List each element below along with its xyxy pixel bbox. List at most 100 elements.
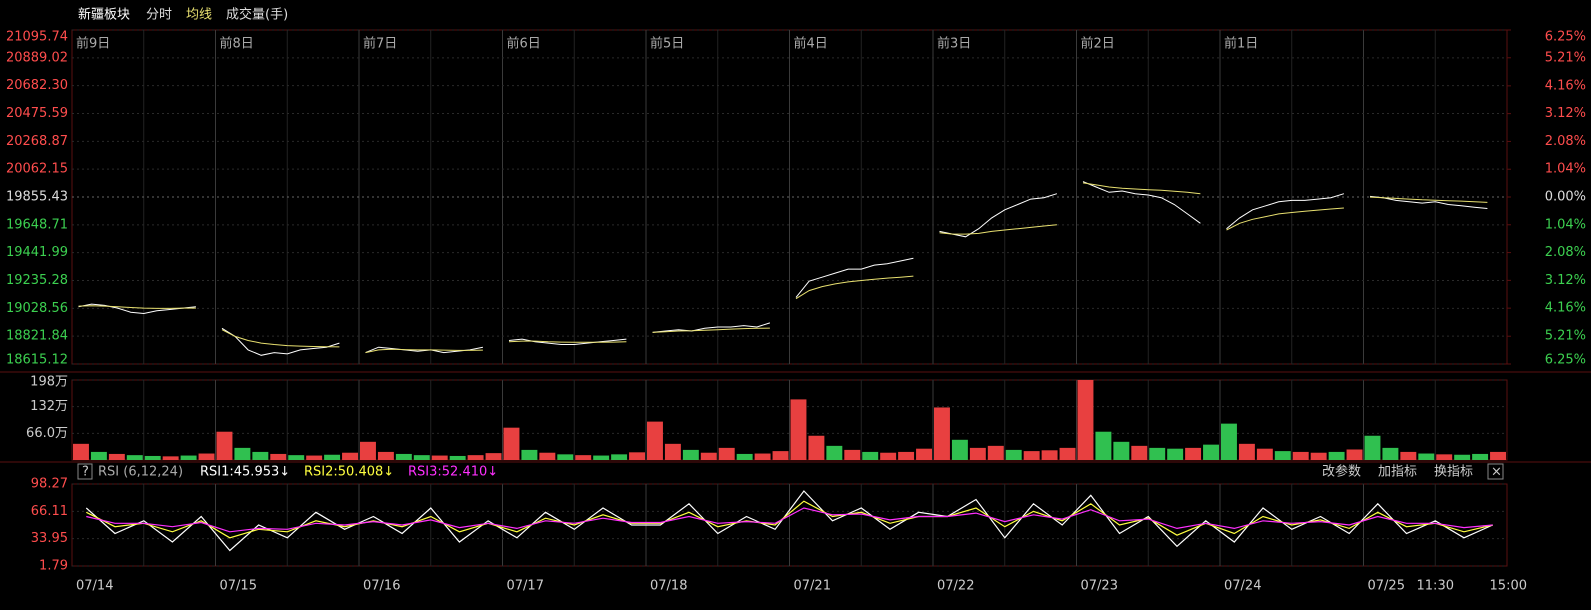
y-tick-label: 33.95 — [31, 531, 68, 546]
volume-bar — [431, 455, 448, 460]
line — [78, 181, 1488, 356]
y-tick-label: 20682.30 — [6, 78, 68, 93]
session-label: 前1日 — [1224, 36, 1258, 52]
volume-bar — [1113, 441, 1130, 460]
volume-bar — [198, 453, 215, 460]
x-tick-label: 07/25 — [1368, 579, 1405, 594]
volume-bar — [844, 449, 861, 460]
y2-tick-label: 1.04% — [1545, 162, 1586, 177]
volume-bar — [1238, 443, 1255, 460]
session-label: 前4日 — [794, 36, 828, 52]
volume-bar — [1490, 451, 1506, 460]
x-tick-label: 07/24 — [1224, 579, 1261, 594]
volume-bar — [1418, 453, 1435, 460]
session-label: 前8日 — [220, 36, 254, 52]
y-tick-label: 18821.84 — [6, 329, 68, 344]
volume-bar — [1454, 454, 1471, 460]
volume-bar — [790, 399, 807, 460]
y-tick-label: 20475.59 — [6, 106, 68, 121]
indicator-name: RSI (6,12,24) — [98, 465, 183, 480]
volume-bar — [664, 443, 681, 460]
y-tick-label: 19235.28 — [6, 273, 68, 288]
session-label: 前6日 — [507, 36, 541, 52]
close-button[interactable] — [1487, 463, 1504, 480]
volume-bar — [951, 439, 968, 460]
help-button[interactable] — [77, 463, 93, 480]
volume-bar — [162, 456, 179, 460]
volume-bar — [826, 445, 843, 460]
volume-bar — [1005, 449, 1022, 460]
volume-bar — [772, 451, 789, 460]
volume-bar — [1023, 451, 1040, 460]
volume-bar — [1059, 447, 1076, 460]
volume-bar — [1077, 380, 1094, 460]
volume-bar — [754, 453, 771, 460]
x-tick-label: 07/18 — [650, 579, 687, 594]
y2-tick-label: 5.21% — [1545, 329, 1586, 344]
volume-bar — [270, 453, 287, 460]
volume-bar — [611, 454, 628, 460]
line — [78, 182, 1488, 354]
volume-bar — [1364, 435, 1381, 460]
x-tick-label: 11:30 — [1417, 579, 1454, 594]
button[interactable]: 加指标 — [1378, 465, 1417, 480]
volume-bar — [1274, 451, 1291, 460]
volume-bar — [1203, 444, 1219, 460]
line — [85, 490, 1493, 552]
x-tick-label: 07/21 — [794, 579, 831, 594]
x-tick-label: 07/23 — [1081, 579, 1118, 594]
sector-name: 新疆板块 — [78, 7, 130, 23]
y2-tick-label: 6.25% — [1545, 30, 1586, 45]
volume-bar — [395, 453, 412, 460]
session-label: 前9日 — [76, 36, 110, 52]
volume-bar — [1400, 451, 1417, 460]
y-tick-label: 19855.43 — [6, 190, 68, 205]
y-tick-label: 20889.02 — [6, 50, 68, 65]
rsi3-readout: RSI3:52.410↓ — [408, 465, 498, 480]
volume-bar — [485, 453, 502, 460]
volume-bar — [593, 455, 610, 460]
x-tick-label: 07/15 — [220, 579, 257, 594]
volume-bar — [1346, 449, 1363, 460]
volume-bar — [234, 447, 251, 460]
volume-bar — [539, 452, 556, 460]
button[interactable]: 换指标 — [1434, 465, 1473, 480]
volume-bar — [73, 443, 89, 460]
rsi1-readout: RSI1:45.953↓ — [200, 465, 290, 480]
x-tick-label: 07/14 — [76, 579, 113, 594]
y2-tick-label: 6.25% — [1545, 353, 1586, 368]
x-tick-label: 15:00 — [1490, 579, 1527, 594]
y-tick-label: 98.27 — [31, 477, 68, 492]
y-tick-label: 20268.87 — [6, 134, 68, 149]
volume-bar — [1221, 423, 1237, 460]
volume-bar — [1149, 447, 1166, 460]
tab[interactable]: 成交量(手) — [226, 7, 288, 23]
y-tick-label: 198万 — [30, 375, 68, 390]
y-tick-label: 66.11 — [31, 504, 68, 519]
volume-bar — [90, 451, 107, 460]
volume-bar — [700, 452, 717, 460]
y-tick-label: 19028.56 — [6, 301, 68, 316]
y-tick-label: 19648.71 — [6, 217, 68, 232]
volume-bar — [1256, 448, 1273, 460]
volume-bar — [969, 447, 986, 460]
volume-bar — [126, 455, 143, 460]
volume-bar — [1131, 445, 1148, 460]
help-icon: ? — [82, 465, 89, 480]
rsi2-readout: RSI2:50.408↓ — [304, 465, 394, 480]
line — [86, 507, 1493, 533]
y2-tick-label: 4.16% — [1545, 78, 1586, 93]
tab[interactable]: 分时 — [146, 8, 172, 23]
volume-bar — [324, 454, 341, 460]
y2-tick-label: 1.04% — [1545, 217, 1586, 232]
button[interactable]: 改参数 — [1322, 464, 1361, 480]
volume-bar — [413, 455, 430, 460]
volume-bar — [1472, 453, 1489, 460]
y2-tick-label: 4.16% — [1545, 301, 1586, 316]
volume-bar — [377, 451, 394, 460]
tab[interactable]: 均线 — [186, 8, 212, 23]
session-label: 前2日 — [1081, 36, 1115, 52]
close-icon: × — [1491, 465, 1502, 480]
